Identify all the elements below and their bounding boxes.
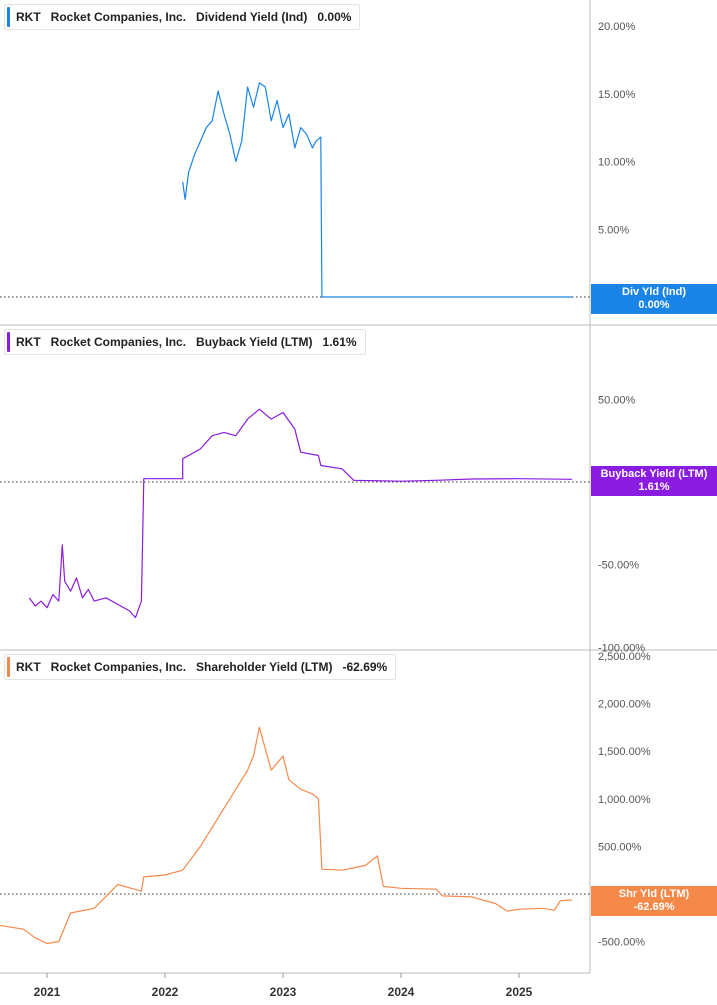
y-tick-label: 20.00% <box>598 21 636 33</box>
legend-value: -62.69% <box>342 660 388 674</box>
x-tick-label: 2023 <box>270 985 297 999</box>
x-axis-labels: 2021 2022 2023 2024 2025 <box>34 973 533 999</box>
y-tick-label: 50.00% <box>598 394 636 406</box>
y-tick-label: 2,000.00% <box>598 699 651 711</box>
y-tick-label: -500.00% <box>598 937 645 949</box>
legend-shareholder-yield[interactable]: RKT Rocket Companies, Inc. Shareholder Y… <box>4 654 397 680</box>
legend-value: 1.61% <box>322 335 357 349</box>
legend-dividend-yield[interactable]: RKT Rocket Companies, Inc. Dividend Yiel… <box>4 4 361 30</box>
y-tick-label: 500.00% <box>598 841 642 853</box>
tag-value: 0.00% <box>638 299 670 311</box>
y-tick-label: 1,500.00% <box>598 746 651 758</box>
x-tick-label: 2025 <box>506 985 533 999</box>
legend-ticker: RKT <box>16 335 41 349</box>
legend-company: Rocket Companies, Inc. <box>50 10 187 24</box>
tag-label: Buyback Yield (LTM) <box>600 468 708 480</box>
series-line <box>28 408 573 619</box>
y-tick-label: 15.00% <box>598 89 636 101</box>
legend-color-bar <box>7 332 10 352</box>
chart-frames <box>0 0 717 974</box>
y-tick-label: -50.00% <box>598 560 639 572</box>
y-tick-label: 2,500.00% <box>598 651 651 663</box>
y-tick-label: 1,000.00% <box>598 794 651 806</box>
x-tick-label: 2022 <box>152 985 179 999</box>
tag-label: Div Yld (Ind) <box>622 286 686 298</box>
tag-value: 1.61% <box>638 481 670 493</box>
legend-metric: Dividend Yield (Ind) <box>196 10 308 24</box>
y-tick-label: 10.00% <box>598 157 636 169</box>
tag-dividend-yield: Div Yld (Ind) 0.00% <box>591 284 717 314</box>
tag-buyback-yield: Buyback Yield (LTM) 1.61% <box>591 466 717 496</box>
y-tick-label: 5.00% <box>598 224 629 236</box>
legend-value: 0.00% <box>317 10 352 24</box>
legend-company: Rocket Companies, Inc. <box>50 660 187 674</box>
legend-company: Rocket Companies, Inc. <box>50 335 187 349</box>
x-tick-label: 2021 <box>34 985 61 999</box>
y-tick-label: -100.00% <box>598 642 645 654</box>
series-line <box>182 82 573 298</box>
legend-color-bar <box>7 7 10 27</box>
tag-value: -62.69% <box>633 901 675 913</box>
series-line <box>0 726 573 945</box>
legend-metric: Buyback Yield (LTM) <box>196 335 313 349</box>
legend-metric: Shareholder Yield (LTM) <box>196 660 333 674</box>
x-tick-label: 2024 <box>388 985 415 999</box>
legend-color-bar <box>7 657 10 677</box>
legend-buyback-yield[interactable]: RKT Rocket Companies, Inc. Buyback Yield… <box>4 329 366 355</box>
legend-ticker: RKT <box>16 660 41 674</box>
legend-ticker: RKT <box>16 10 41 24</box>
chart-series <box>0 82 573 945</box>
tag-label: Shr Yld (LTM) <box>618 888 690 900</box>
tag-shareholder-yield: Shr Yld (LTM) -62.69% <box>591 886 717 916</box>
